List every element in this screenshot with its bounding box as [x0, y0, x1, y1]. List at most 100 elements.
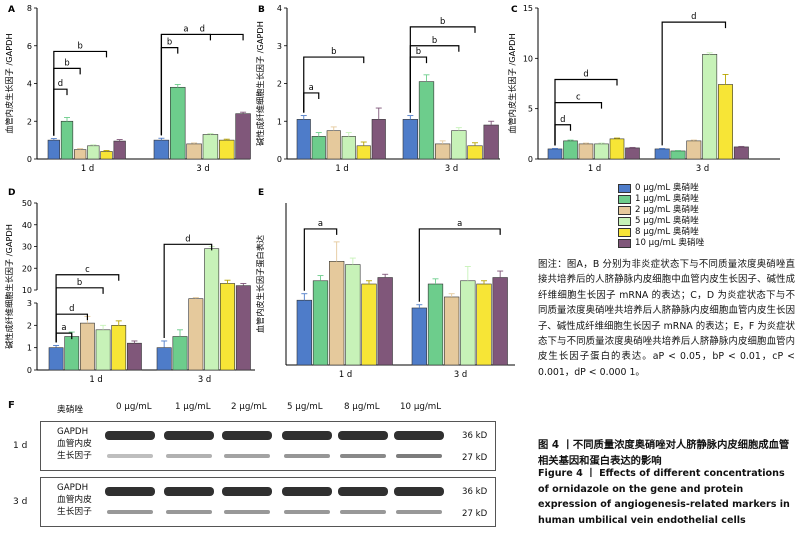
significance-bracket [160, 33, 212, 136]
y-tick-label: 15 [523, 4, 533, 13]
vegf-band [340, 510, 386, 514]
bar [451, 130, 467, 160]
y-tick-label: 2 [277, 80, 282, 89]
legend-item: 10 μg/mL 奥硝唑 [618, 238, 802, 249]
x-tick-label: 1 d [335, 163, 348, 173]
bar [47, 139, 60, 160]
significance-bracket [554, 102, 603, 146]
gapdh-band [164, 431, 214, 440]
bar [113, 140, 126, 160]
legend-swatch [618, 183, 631, 193]
significance-label: b [78, 40, 83, 50]
blot-time-label: 3 d [13, 497, 28, 507]
legend-label: 8 μg/mL 奥硝唑 [635, 227, 699, 238]
gapdh-band [222, 487, 272, 496]
bar [361, 283, 377, 366]
bar [48, 347, 64, 371]
bar [80, 322, 95, 371]
chart-panel-d: D 碱性成纤维细胞生长因子 /GAPDH 0 1 2 3 10 20 30 40 50 1 d 3 d a… [4, 188, 283, 384]
x-tick-label: 1 d [339, 369, 352, 379]
bar [356, 145, 371, 160]
significance-label: b [440, 16, 445, 26]
gapdh-band [222, 431, 272, 440]
chart-panel-e: E 血管内皮生长因子蛋白表达 1 d 3 d a a [255, 188, 515, 379]
bar [460, 280, 476, 366]
y-tick-label: 6 [27, 42, 32, 51]
bar [64, 336, 80, 371]
legend-label: 10 μg/mL 奥硝唑 [635, 238, 705, 249]
significance-label: d [691, 11, 696, 21]
blot-lane-label: 8 μg/mL [344, 402, 380, 412]
blot-lane-label: 1 μg/mL [175, 402, 211, 412]
figure-notes: 图注：图A，B 分别为非炎症状态下与不同质量浓度奥硝唑直接共培养后的人脐静脉内皮… [538, 259, 795, 378]
blot-protein-labels: GAPDH 血管内皮 生长因子 [57, 426, 92, 462]
gapdh-band [338, 487, 388, 496]
y-tick-label: 40 [22, 221, 32, 230]
bar [483, 124, 499, 160]
significance-label: b [64, 57, 69, 67]
bar [345, 264, 361, 366]
legend-swatch [618, 194, 631, 204]
y-axis-label: 血管内皮生长因子 /GAPDH [507, 33, 517, 133]
bar [326, 130, 341, 160]
y-axis-label: 碱性成纤维细胞生长因子 /GAPDH [255, 21, 265, 146]
y-axis-label: 碱性成纤维细胞生长因子 /GAPDH [4, 224, 14, 349]
bar [594, 143, 609, 160]
blot-frame [40, 421, 496, 471]
significance-bracket [160, 33, 244, 136]
bar [609, 138, 625, 160]
blot-protein-label-line: 生长因子 [57, 507, 92, 517]
vegf-band [284, 510, 330, 514]
bar [186, 143, 202, 160]
chart-panel-c: C 血管内皮生长因子 /GAPDH 0 5 10 15 1 d 3 d d c d d [507, 4, 780, 173]
bar [202, 134, 219, 160]
y-tick-label: 10 [523, 54, 533, 63]
y-axis-label: 血管内皮生长因子蛋白表达 [255, 235, 265, 333]
significance-label: c [576, 92, 581, 102]
y-tick-label: 1 [27, 344, 32, 353]
y-tick-label: 2 [27, 321, 32, 330]
legend-label: 5 μg/mL 奥硝唑 [635, 216, 699, 227]
figure-caption-cn: 图 4 丨不同质量浓度奥硝唑对人脐静脉内皮细胞成血管相关基因和蛋白表达的影响 [538, 439, 790, 467]
vegf-band [166, 510, 212, 514]
significance-bracket [554, 78, 618, 146]
bar [172, 336, 188, 371]
bar [296, 119, 311, 160]
legend-item: 0 μg/mL 奥硝唑 [618, 183, 802, 194]
panel-label: C [511, 5, 518, 15]
gapdh-band [338, 431, 388, 440]
bar [718, 84, 733, 160]
bar [492, 277, 508, 366]
bar [156, 347, 172, 371]
x-tick-label: 1 d [588, 163, 601, 173]
bar [153, 139, 170, 160]
significance-bracket [303, 56, 365, 113]
blot-drug-label: 奥硝唑 [57, 405, 84, 415]
significance-label: d [185, 233, 190, 243]
y-tick-label: 20 [22, 264, 32, 273]
gapdh-band [105, 487, 155, 496]
bar [467, 145, 483, 160]
vegf-band [396, 454, 442, 458]
bar [188, 298, 204, 371]
vegf-band [224, 510, 270, 514]
legend-label: 0 μg/mL 奥硝唑 [635, 183, 699, 194]
vegf-band [284, 454, 330, 458]
bar [329, 261, 345, 366]
vegf-band [224, 454, 270, 458]
bar [402, 119, 418, 160]
y-tick-label: 50 [22, 199, 32, 208]
bar [563, 140, 578, 160]
significance-label: d [69, 303, 74, 313]
bar [127, 342, 142, 371]
significance-bracket [303, 92, 320, 113]
x-tick-label: 3 d [198, 374, 211, 384]
vegf-band [107, 454, 153, 458]
gapdh-band [282, 431, 332, 440]
bar [95, 329, 111, 371]
significance-label: a [318, 218, 323, 228]
bar [312, 280, 329, 366]
panel-label-f: F [8, 400, 15, 411]
significance-bracket [163, 243, 213, 338]
